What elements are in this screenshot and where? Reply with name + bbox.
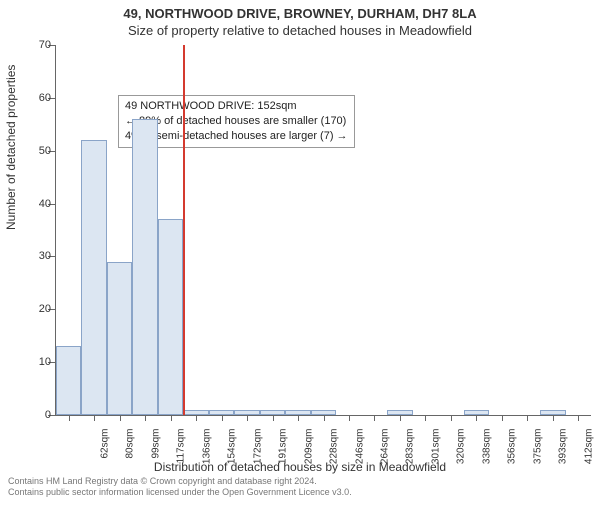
x-tick-label: 62sqm <box>99 429 110 469</box>
x-tick <box>451 415 452 421</box>
x-tick-label: 264sqm <box>379 429 390 469</box>
y-tick-label: 10 <box>35 356 51 368</box>
x-tick-label: 412sqm <box>583 429 594 469</box>
x-tick-label: 356sqm <box>507 429 518 469</box>
x-tick <box>425 415 426 421</box>
x-tick-label: 375sqm <box>532 429 543 469</box>
x-tick-label: 80sqm <box>125 429 136 469</box>
reference-line <box>183 45 185 415</box>
y-tick-label: 70 <box>35 39 51 51</box>
x-tick-label: 338sqm <box>481 429 492 469</box>
x-tick <box>374 415 375 421</box>
x-tick-label: 228sqm <box>329 429 340 469</box>
x-tick <box>578 415 579 421</box>
x-tick <box>196 415 197 421</box>
x-tick-label: 301sqm <box>430 429 441 469</box>
footer-attribution: Contains HM Land Registry data © Crown c… <box>8 476 352 498</box>
y-tick-label: 50 <box>35 145 51 157</box>
x-tick-label: 154sqm <box>227 429 238 469</box>
histogram-bar <box>56 346 81 415</box>
x-tick <box>120 415 121 421</box>
x-tick <box>273 415 274 421</box>
chart-subtitle: Size of property relative to detached ho… <box>0 23 600 38</box>
x-tick <box>222 415 223 421</box>
y-tick-label: 40 <box>35 198 51 210</box>
y-axis-label: Number of detached properties <box>4 65 18 230</box>
histogram-bar <box>107 262 132 415</box>
y-tick-label: 0 <box>35 409 51 421</box>
x-tick <box>298 415 299 421</box>
footer-line-1: Contains HM Land Registry data © Crown c… <box>8 476 352 487</box>
y-tick-label: 60 <box>35 92 51 104</box>
y-tick-label: 30 <box>35 250 51 262</box>
x-tick <box>349 415 350 421</box>
chart-title-address: 49, NORTHWOOD DRIVE, BROWNEY, DURHAM, DH… <box>0 6 600 21</box>
info-line-3: 4% of semi-detached houses are larger (7… <box>125 129 348 144</box>
x-tick <box>400 415 401 421</box>
x-tick <box>145 415 146 421</box>
x-tick <box>476 415 477 421</box>
x-tick-label: 117sqm <box>176 429 187 469</box>
info-line-1: 49 NORTHWOOD DRIVE: 152sqm <box>125 99 348 114</box>
x-tick-label: 283sqm <box>405 429 416 469</box>
x-tick <box>502 415 503 421</box>
y-tick-label: 20 <box>35 303 51 315</box>
x-tick <box>247 415 248 421</box>
footer-line-2: Contains public sector information licen… <box>8 487 352 498</box>
x-tick <box>171 415 172 421</box>
histogram-bar <box>158 219 183 415</box>
x-tick <box>69 415 70 421</box>
x-tick-label: 393sqm <box>558 429 569 469</box>
x-tick-label: 99sqm <box>150 429 161 469</box>
x-tick <box>527 415 528 421</box>
x-tick-label: 136sqm <box>201 429 212 469</box>
x-tick-label: 320sqm <box>456 429 467 469</box>
x-tick-label: 246sqm <box>354 429 365 469</box>
x-tick <box>553 415 554 421</box>
info-line-2: ← 89% of detached houses are smaller (17… <box>125 114 348 129</box>
x-tick-label: 172sqm <box>252 429 263 469</box>
x-tick-label: 209sqm <box>303 429 314 469</box>
x-tick <box>324 415 325 421</box>
histogram-bar <box>132 119 157 415</box>
chart-plot-area: 49 NORTHWOOD DRIVE: 152sqm ← 89% of deta… <box>55 45 591 416</box>
x-tick-label: 191sqm <box>278 429 289 469</box>
histogram-bar <box>81 140 106 415</box>
x-tick <box>94 415 95 421</box>
